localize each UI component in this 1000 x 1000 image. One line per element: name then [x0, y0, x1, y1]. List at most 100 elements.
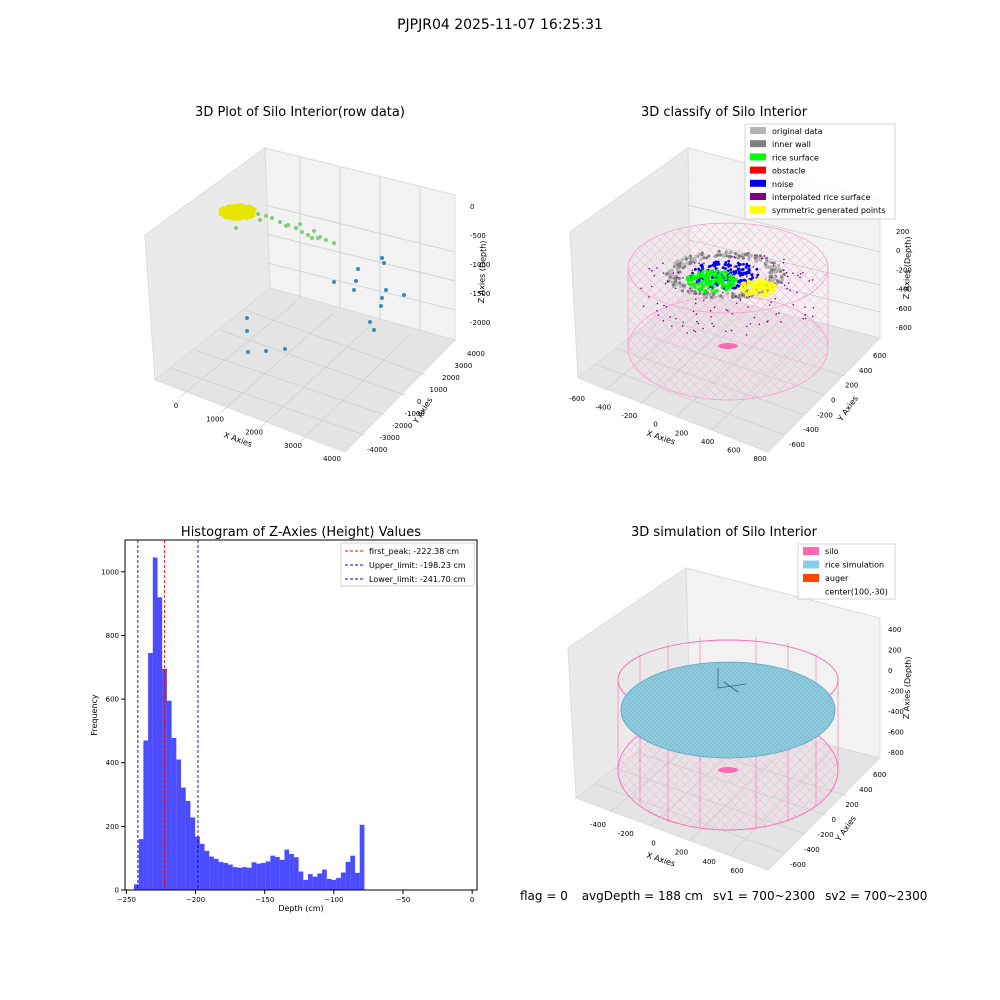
interp-point — [802, 317, 805, 320]
noise-point — [756, 273, 760, 277]
raw-point — [245, 329, 249, 333]
noise-point — [736, 267, 740, 271]
interp-point — [787, 282, 790, 284]
raw-point — [318, 235, 322, 239]
rice-point — [723, 284, 727, 288]
raw-point — [246, 350, 250, 354]
histogram-bar — [331, 879, 337, 890]
p4-yticks-label: 400 — [859, 786, 872, 794]
flag-text: flag = 0 — [520, 889, 568, 903]
histogram-bar — [256, 863, 261, 890]
wall-point — [676, 268, 680, 272]
symmetric-point — [753, 290, 757, 294]
rice-point — [691, 277, 695, 281]
interp-point — [695, 292, 698, 295]
interp-point — [748, 295, 751, 298]
wall-point — [665, 272, 669, 276]
interp-point — [663, 304, 665, 307]
histogram-frame — [124, 539, 478, 891]
symmetric-point — [768, 281, 772, 285]
raw-point — [312, 229, 316, 233]
interp-point — [702, 299, 705, 302]
noise-point — [710, 276, 714, 279]
p4-xticks-label: 200 — [675, 849, 688, 857]
panel1-x-ticks: 0 1000 2000 3000 4000 — [174, 402, 341, 463]
interp-point — [761, 257, 763, 260]
histogram-bar — [350, 855, 356, 890]
rice-point — [717, 272, 721, 276]
y-tick-label: 400 — [106, 759, 119, 767]
histogram-bar — [307, 874, 313, 890]
legend-swatch — [803, 560, 819, 569]
raw-point — [298, 222, 302, 226]
x-tick-label: −150 — [255, 896, 274, 904]
wall-point — [782, 272, 786, 276]
rice-point — [691, 274, 695, 278]
interp-point — [713, 306, 716, 309]
histogram-bar — [246, 867, 252, 890]
p4-zticks-label: 400 — [888, 626, 901, 634]
noise-point — [707, 265, 711, 269]
histogram-bar — [171, 737, 177, 890]
legend-label: obstacle — [772, 167, 806, 176]
interp-point — [672, 272, 675, 274]
symmetric-point — [740, 284, 744, 288]
p1-xticks-label: 0 — [174, 402, 178, 410]
noise-point — [732, 270, 735, 274]
rice-point — [713, 290, 717, 294]
symmetric-point — [743, 287, 747, 291]
interp-point — [792, 304, 794, 306]
panel4-x-ticks: -400 -200 0 200 400 600 — [590, 821, 744, 875]
raw-point — [324, 238, 328, 242]
rice-point — [705, 269, 709, 273]
wall-point — [668, 275, 672, 279]
raw-point — [236, 214, 241, 220]
noise-point — [745, 262, 749, 266]
panel-simulation: 3D simulation of Silo Interior -400 -200 0… — [567, 525, 913, 875]
p2-zticks-label: -800 — [896, 324, 912, 332]
wall-point — [773, 276, 777, 280]
wall-point — [678, 264, 682, 268]
wall-point — [772, 270, 777, 274]
symmetric-point — [770, 281, 774, 285]
symmetric-point — [762, 281, 766, 285]
histogram-bar — [284, 849, 290, 890]
wall-point — [725, 252, 729, 256]
interp-point — [674, 287, 677, 290]
wall-point — [700, 251, 704, 255]
wall-point — [733, 251, 738, 256]
panel4-legend: silo rice simulation auger center(100,-30) — [797, 543, 896, 600]
interp-point — [692, 329, 695, 332]
interp-point — [754, 254, 756, 257]
legend-swatch — [803, 574, 819, 582]
interp-point — [702, 327, 704, 330]
histogram-bar — [162, 668, 167, 890]
noise-point — [749, 277, 753, 281]
y-tick-label: 800 — [106, 632, 119, 640]
noise-point — [712, 261, 716, 265]
interp-point — [811, 315, 814, 318]
raw-point — [245, 211, 251, 216]
wall-point — [766, 264, 770, 269]
raw-point — [332, 241, 336, 245]
interp-point — [712, 325, 715, 328]
symmetric-point — [742, 290, 746, 294]
legend-label: first_peak: -222.38 cm — [369, 547, 459, 556]
noise-point — [724, 260, 728, 264]
wall-point — [731, 291, 735, 296]
raw-point — [352, 288, 356, 292]
p4-yticks-label: -200 — [818, 831, 834, 839]
noise-point — [693, 267, 697, 271]
wall-point — [699, 258, 703, 262]
histogram-bar — [228, 864, 233, 890]
y-tick-label: 1000 — [101, 568, 119, 576]
interp-point — [686, 332, 689, 334]
wall-point — [768, 275, 772, 279]
rice-point — [715, 269, 719, 273]
panel-histogram: Histogram of Z-Axies (Height) Values −25… — [90, 525, 478, 913]
p4-xticks-label: 600 — [730, 867, 743, 875]
histogram-bar — [303, 879, 308, 890]
interp-point — [693, 262, 696, 264]
raw-point — [380, 256, 384, 260]
panel1-y-ticks: -4000 -3000 -2000 -1000 0 1000 2000 3000 4000 — [367, 350, 485, 454]
